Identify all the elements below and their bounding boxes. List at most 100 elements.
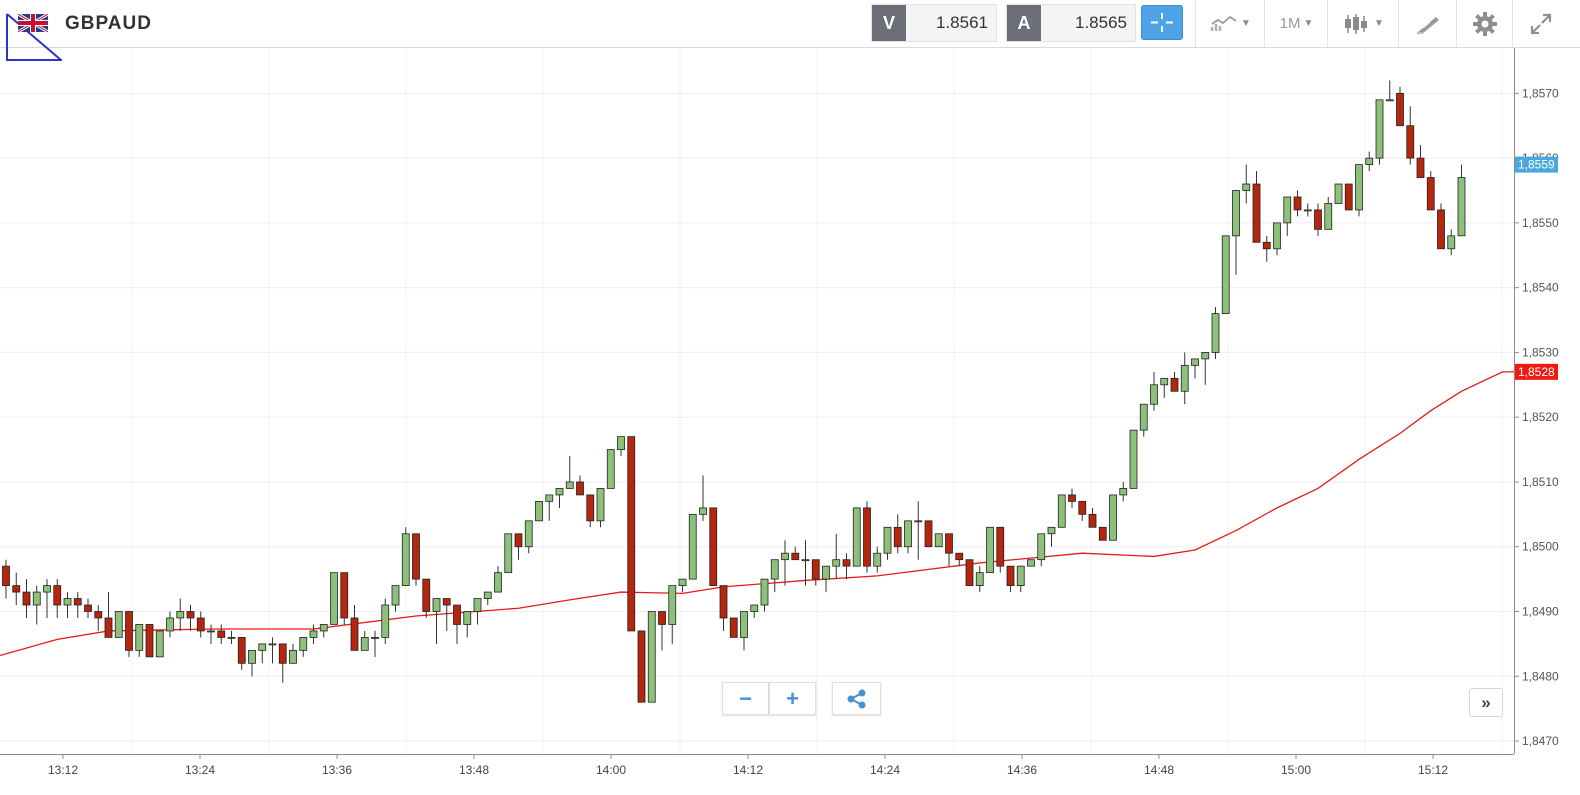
candle [1201,352,1210,385]
candle-body [1098,526,1107,541]
candle [934,533,943,548]
candle [832,533,841,580]
last-price-marker-text: 1,8559 [1518,158,1555,172]
candle-body [883,526,892,554]
zoom-out-button[interactable]: − [722,682,769,715]
candle-body [945,533,953,554]
chart-type-button[interactable]: ▼ [1195,0,1265,47]
bid-label: V [872,5,906,41]
candle [114,611,123,638]
crosshair-button[interactable] [1141,5,1183,40]
ma-value-marker-bg [1515,363,1558,380]
candle-body [125,611,133,651]
candle-body [1324,203,1333,230]
candle-body [483,591,492,599]
candle [688,513,697,580]
candle [822,565,830,593]
y-tick-label: 1,8510 [1522,475,1559,489]
ask-price-box[interactable]: A 1.8565 [1006,4,1136,42]
candle-body [1396,92,1404,127]
candle [760,578,769,612]
candle [1109,494,1117,541]
candle [442,598,451,631]
drawing-tools-button[interactable] [1398,0,1457,47]
candle [412,533,420,586]
candle-body [166,617,174,632]
candle [1037,533,1046,567]
candle-body [750,604,759,612]
candle [1293,190,1302,217]
candle [955,552,964,567]
candle-body [196,617,205,632]
candle [258,643,267,664]
candle [729,617,738,638]
candle [1426,171,1435,211]
zoom-in-button[interactable]: + [769,682,816,715]
candle-body [1170,377,1179,392]
candle-body [801,559,810,562]
candle-body [1047,526,1056,535]
candle-body [873,552,882,567]
candle-body [1262,241,1271,250]
candle [1406,106,1415,165]
bid-price-box[interactable]: V 1.8561 [871,4,997,42]
candle-body [514,533,523,548]
candle [1221,235,1230,314]
candle [668,585,677,644]
x-tick-label: 13:36 [322,763,352,777]
candle-body [709,507,718,586]
gear-icon [1473,11,1497,36]
candle [381,598,390,644]
share-button[interactable] [832,682,881,715]
candle-body [1293,196,1302,211]
candle-body [1088,513,1097,528]
price-chart[interactable]: 1,8470 1,8480 1,8490 1,8500 1,8510 1,8520 1,85… [0,48,1580,795]
candle-body [627,436,636,632]
candle [617,436,625,457]
candle [1119,481,1128,502]
candle [1191,358,1199,379]
y-tick-label: 1,8550 [1522,216,1559,230]
candle [1437,203,1445,250]
candle [555,488,564,508]
candle [43,579,51,618]
candle [217,624,226,644]
candle [319,624,328,638]
fullscreen-button[interactable] [1512,0,1569,47]
candle [996,526,1005,573]
candle [289,643,297,664]
timeframe-value: 1M [1279,15,1301,32]
candle-body [1426,177,1435,211]
candle [422,578,431,618]
candle [770,559,779,593]
settings-button[interactable] [1456,0,1513,47]
candle [524,520,533,554]
x-tick-label: 13:12 [48,763,78,777]
candle-body [658,611,666,625]
candle [975,566,984,593]
candle [883,526,892,560]
candle-body [494,572,502,593]
candle-body [1375,99,1384,159]
candle [299,637,308,657]
candle [1375,99,1384,165]
candle-body [545,494,554,502]
candle-body [688,513,697,580]
candle-body [319,624,328,632]
moving-average-layer [0,371,1514,657]
candle [401,527,410,586]
candle [627,436,636,632]
candle [391,585,400,612]
candle [945,533,953,567]
scroll-to-end-button[interactable]: » [1469,688,1503,717]
candle-style-button[interactable]: ▼ [1327,0,1399,47]
candle-body [986,526,994,574]
candle-body [760,578,769,606]
candle-body [1016,565,1025,586]
ma-value-marker-text: 1,8528 [1518,365,1555,379]
candle [596,488,605,528]
timeframe-select[interactable]: 1M ▼ [1264,0,1328,47]
candle-body [576,481,584,496]
x-tick-label: 14:48 [1144,763,1174,777]
candle-body [535,500,543,522]
